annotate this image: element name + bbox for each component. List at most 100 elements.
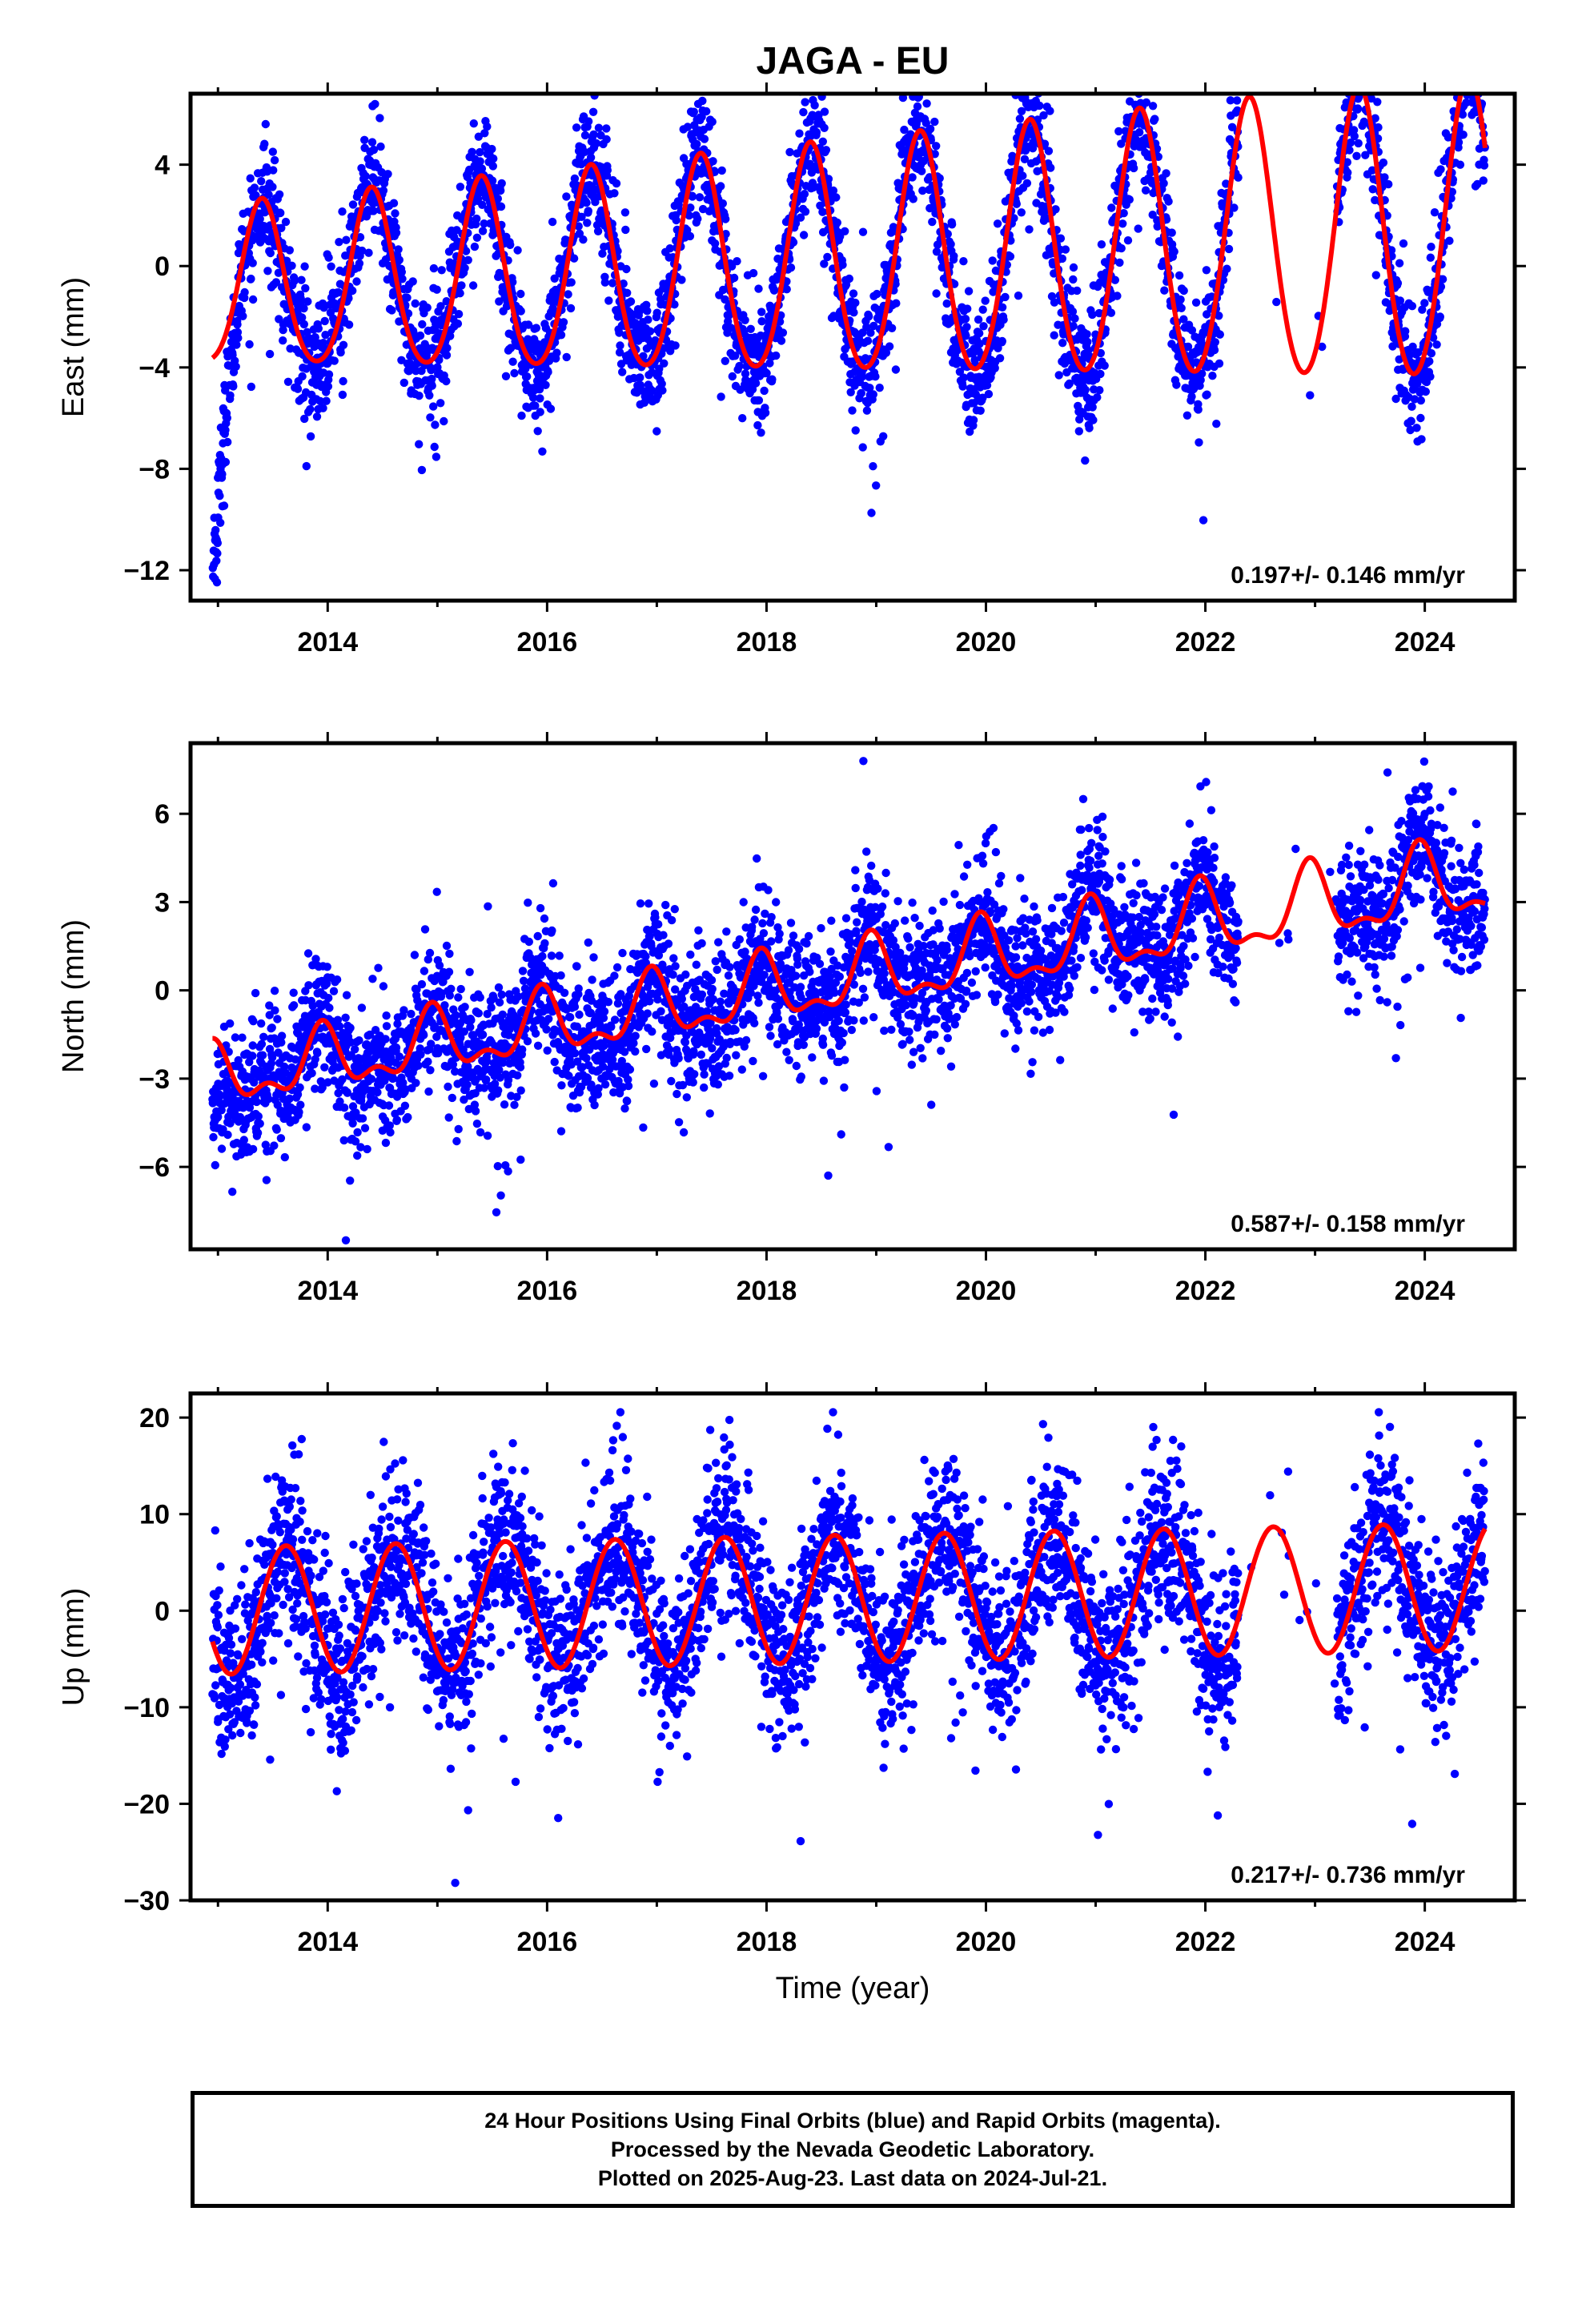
data-point — [746, 324, 755, 333]
data-point — [1199, 516, 1208, 525]
data-point — [516, 307, 525, 316]
data-point — [518, 1045, 527, 1054]
data-point — [437, 266, 446, 275]
data-point — [891, 365, 901, 374]
data-point — [391, 1043, 401, 1052]
data-point — [577, 212, 586, 221]
data-point — [1359, 80, 1367, 88]
data-point — [1191, 298, 1201, 307]
data-point — [209, 1132, 218, 1142]
data-point — [510, 368, 519, 378]
data-point — [510, 1100, 519, 1109]
data-point — [1134, 82, 1142, 90]
data-point — [926, 124, 935, 134]
data-point — [327, 262, 335, 271]
data-point — [1353, 104, 1363, 113]
data-point — [598, 249, 607, 258]
data-point — [584, 207, 592, 215]
data-point — [384, 1101, 394, 1110]
data-point — [869, 462, 877, 471]
data-point — [472, 1120, 482, 1128]
data-point — [275, 190, 284, 199]
data-point — [858, 443, 867, 452]
data-point — [215, 492, 224, 501]
data-point — [589, 130, 598, 139]
data-point — [374, 963, 383, 972]
data-point — [1203, 390, 1211, 399]
y-tick-label: −4 — [139, 353, 170, 384]
data-point — [524, 937, 533, 947]
data-point — [974, 315, 983, 324]
data-point — [585, 78, 593, 86]
data-point — [373, 1088, 382, 1097]
data-point — [1407, 302, 1417, 311]
data-point — [1095, 386, 1104, 395]
data-point — [808, 32, 816, 40]
data-point — [524, 899, 532, 907]
data-point — [1458, 48, 1466, 56]
data-point — [824, 175, 833, 183]
data-point — [610, 971, 619, 980]
data-point — [544, 368, 552, 376]
data-point — [470, 242, 480, 251]
data-point — [1470, 84, 1478, 92]
data-point — [600, 1080, 610, 1089]
data-point — [881, 283, 890, 292]
data-point — [295, 1083, 304, 1092]
data-point — [1453, 70, 1461, 78]
data-point — [226, 391, 235, 400]
data-point — [618, 368, 627, 376]
data-point — [339, 376, 347, 386]
data-point — [591, 198, 600, 207]
data-point — [312, 412, 322, 421]
data-point — [414, 1061, 423, 1070]
data-point — [1363, 83, 1371, 91]
data-point — [1026, 65, 1034, 73]
data-point — [376, 142, 385, 151]
x-tick-label: 2024 — [1395, 627, 1456, 657]
data-point — [1136, 70, 1144, 78]
data-point — [323, 382, 333, 391]
data-point — [1356, 78, 1364, 86]
data-point — [584, 938, 592, 947]
data-point — [1012, 199, 1022, 208]
data-point — [1069, 322, 1078, 331]
data-point — [1463, 74, 1471, 82]
data-point — [738, 414, 747, 423]
data-point — [762, 368, 771, 378]
data-point — [600, 1007, 609, 1016]
data-point — [1139, 47, 1147, 55]
data-point — [717, 166, 726, 175]
data-point — [612, 963, 622, 972]
data-point — [900, 125, 909, 135]
data-point — [1123, 236, 1133, 245]
data-point — [1461, 22, 1469, 30]
data-point — [717, 182, 725, 191]
data-point — [247, 382, 255, 392]
data-point — [429, 263, 439, 273]
rate-annotation: 0.197+/- 0.146 mm/yr — [1231, 562, 1465, 589]
data-point — [391, 228, 401, 237]
data-point — [480, 219, 488, 228]
data-point — [313, 1048, 322, 1058]
data-point — [1025, 81, 1033, 89]
data-point — [559, 318, 568, 327]
data-point — [276, 208, 285, 218]
data-point — [1393, 279, 1403, 287]
data-point — [1358, 81, 1366, 89]
data-point — [1211, 338, 1220, 347]
data-point — [336, 348, 345, 357]
y-axis-label: East (mm) — [57, 277, 90, 417]
data-point — [708, 117, 717, 127]
data-point — [1081, 456, 1090, 465]
data-point — [582, 198, 591, 207]
data-point — [407, 1009, 416, 1019]
data-point — [1022, 179, 1032, 187]
data-point — [543, 1046, 552, 1055]
data-point — [1088, 403, 1097, 412]
data-point — [570, 174, 580, 183]
data-point — [415, 440, 424, 448]
data-point — [999, 316, 1008, 324]
